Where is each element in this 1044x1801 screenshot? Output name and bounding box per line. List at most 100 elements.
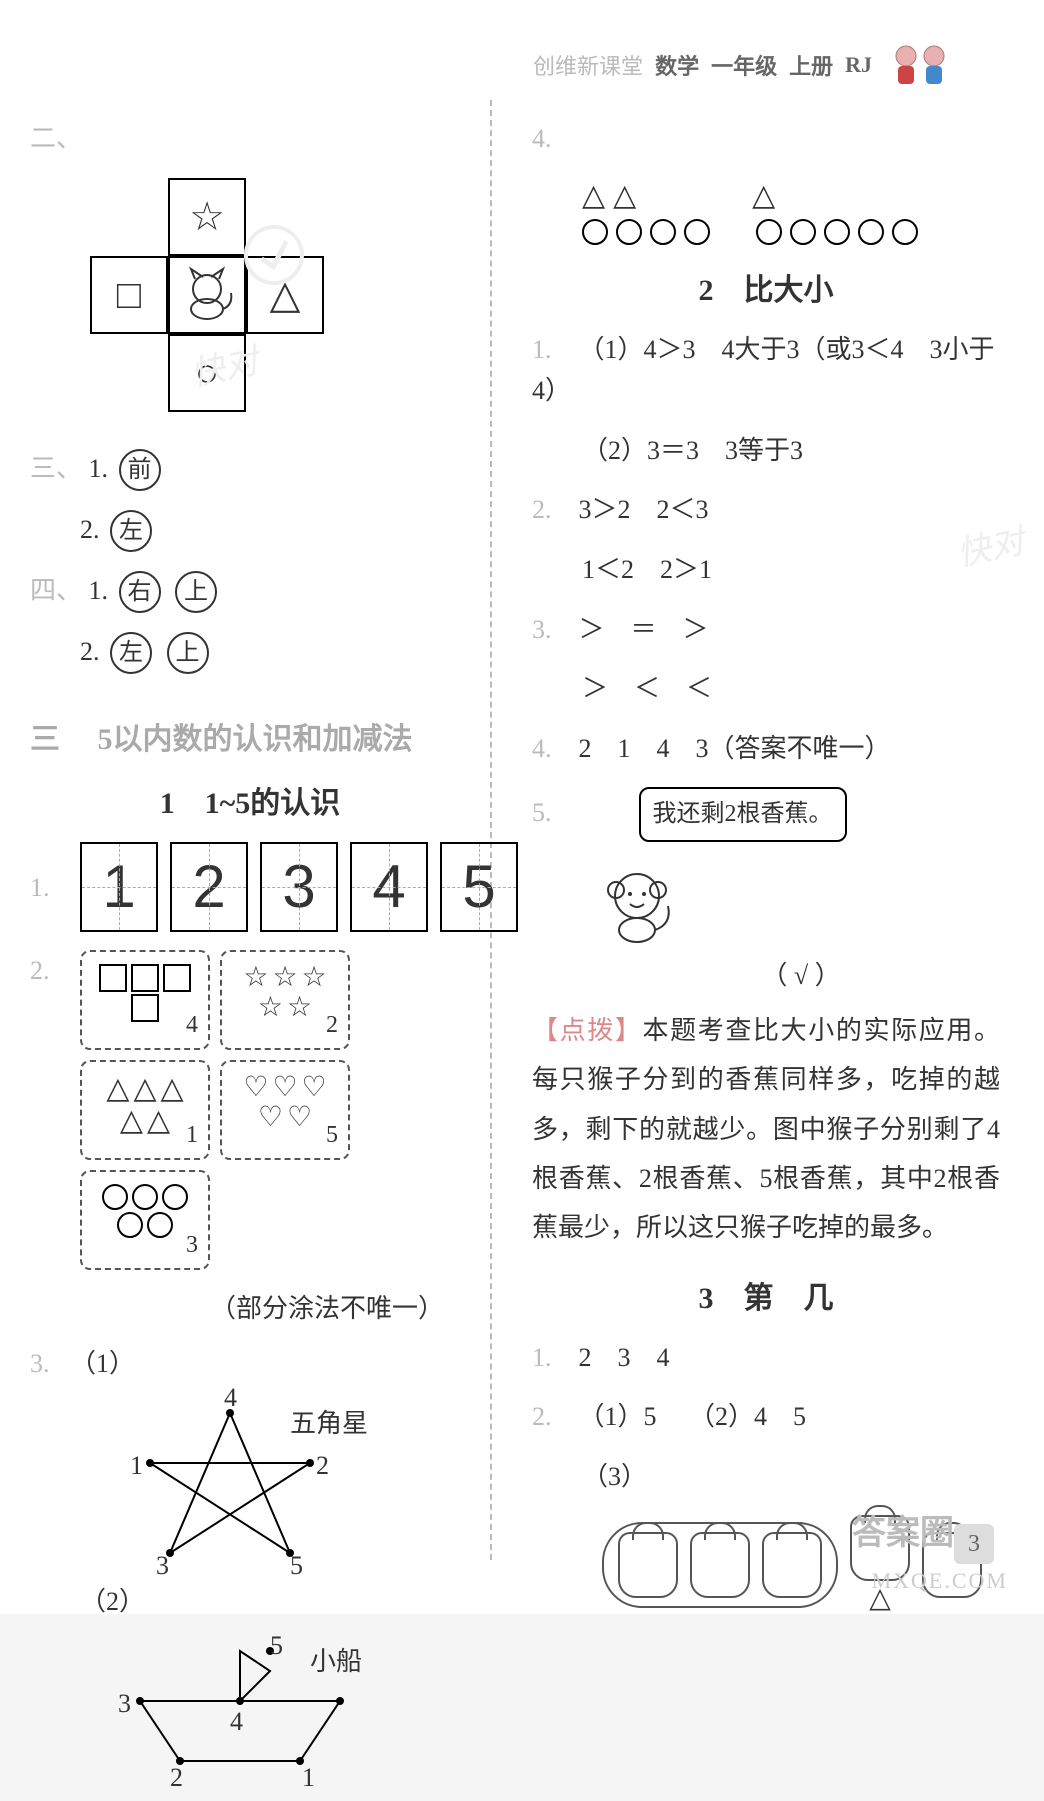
speech-bubble: 我还剩2根香蕉。 <box>639 787 847 841</box>
q4-2-a: 左 <box>110 632 152 674</box>
s2-q2n: 2. <box>532 489 572 531</box>
hearts-box: ♡♡♡ ♡♡ 5 <box>220 1060 350 1160</box>
section3-text: 5以内数的认识和加减法 <box>98 723 413 756</box>
r-q4n: 4. <box>532 118 572 160</box>
s2-q1n: 1. <box>532 329 572 371</box>
q4-row2: 2. 左 上 <box>30 631 470 674</box>
star-p3: 3 <box>156 1551 169 1581</box>
sec2-title: 2 比大小 <box>532 265 1000 309</box>
boat-figure: 5 3 4 2 1 <box>130 1641 330 1801</box>
s2-q1-1: （1）4＞3 4大于3（或3＜4 3小于4） <box>532 335 995 406</box>
footer-url: MXQE.COM <box>872 1568 1008 1594</box>
triangles-count: 1 <box>186 1116 198 1154</box>
r-q4: 4. <box>532 118 1000 160</box>
s3-q1: 1. 2 3 4 <box>532 1337 1000 1379</box>
s2-q3-l2: ＞ ＜ ＜ <box>532 668 1000 710</box>
page: 创维新课堂 数学 一年级 上册 RJ 二、 ☆ □ <box>0 0 1044 1614</box>
hint-paragraph: 【点拨】本题考查比大小的实际应用。每只猴子分到的香蕉同样多，吃掉的越多，剩下的就… <box>532 1006 1000 1253</box>
digit-2: 2 <box>170 842 248 932</box>
section3-title: 三 5以内数的认识和加减法 <box>30 714 470 758</box>
bag-group <box>602 1522 838 1608</box>
bag-1 <box>618 1532 678 1598</box>
squares-count: 4 <box>186 1006 198 1044</box>
hint-text: 本题考查比大小的实际应用。每只猴子分到的香蕉同样多，吃掉的越多，剩下的就越少。图… <box>532 1016 1000 1243</box>
sec3-title: 3 第 几 <box>532 1273 1000 1317</box>
s2-q5n: 5. <box>532 792 572 834</box>
check-mark: （ √ ） <box>602 955 1000 992</box>
star-p5: 5 <box>290 1551 303 1581</box>
sub1-title: 1 1~5的认识 <box>30 778 470 822</box>
header-subject: 数学 <box>655 49 699 81</box>
digits-row: 1 2 3 4 5 <box>80 842 518 932</box>
q4-2-num: 2. <box>80 637 100 666</box>
bag-2 <box>690 1532 750 1598</box>
s2-q3: 3. ＞ ＝ ＞ <box>532 609 1000 651</box>
boat-container: 小船 5 3 4 2 1 <box>30 1641 470 1801</box>
q4-row1: 四、 1. 右 上 <box>30 570 470 613</box>
hearts-count: 5 <box>326 1116 338 1154</box>
s3-q2-1: （1）5 <box>579 1402 657 1431</box>
header-volume: 上册 <box>789 49 833 81</box>
triangles-box: △△△ △△ 1 <box>80 1060 210 1160</box>
q3n: 3. <box>30 1343 70 1385</box>
page-header: 创维新课堂 数学 一年级 上册 RJ <box>533 40 964 90</box>
cross-center <box>168 256 246 334</box>
star-figure: 4 1 2 3 5 <box>130 1403 330 1563</box>
q4-1-a: 右 <box>119 571 161 613</box>
s3-q2-2: （2）4 5 <box>689 1402 806 1431</box>
stars-count: 2 <box>326 1006 338 1044</box>
digit-1: 1 <box>80 842 158 932</box>
q3-row1: 三、 1. 前 <box>30 448 470 491</box>
s2-q5: 5. 我还剩2根香蕉。 <box>532 787 1000 841</box>
q1-num: 1. <box>30 867 70 909</box>
hint-label: 【点拨】 <box>532 1016 643 1045</box>
r-shapes-tri: △△ △ <box>582 178 1000 213</box>
q3-1-num: 1. <box>89 454 109 483</box>
boat-p5: 5 <box>270 1631 283 1661</box>
q3-row2: 2. 左 <box>30 509 470 552</box>
q2-label: 二、 <box>30 118 82 160</box>
q4-1-b: 上 <box>175 571 217 613</box>
s3-q2n: 2. <box>532 1396 572 1438</box>
q3-label: 三、 <box>30 448 82 490</box>
q3-figures: 3. （1） <box>30 1343 470 1385</box>
header-edition: RJ <box>845 52 872 78</box>
s3-q1-text: 2 3 4 <box>579 1343 670 1372</box>
boat-p1: 1 <box>302 1763 315 1793</box>
q2n: 2. <box>30 950 70 1270</box>
cat-icon <box>177 265 237 325</box>
left-column: 二、 ☆ □ △ ○ 三、 <box>30 100 490 1560</box>
s2-q4: 4. 2 1 4 3（答案不唯一） <box>532 728 1000 770</box>
header-brand: 创维新课堂 <box>533 49 643 81</box>
s2-q2-l2: 1＜2 2＞1 <box>532 549 1000 591</box>
q4-label: 四、 <box>30 570 82 612</box>
s2-q2: 2. 3＞2 2＜3 <box>532 489 1000 531</box>
circles-count: 3 <box>186 1226 198 1264</box>
monkey-icon <box>592 860 682 950</box>
digits-question: 1. 1 2 3 4 5 <box>30 842 470 932</box>
s2-q1-2: （2）3＝3 3等于3 <box>532 430 1000 472</box>
boat-p2: 2 <box>170 1763 183 1793</box>
right-column: 4. △△ △ 2 比大小 1. （1）4＞3 4大于3（或3＜4 3小于4） … <box>490 100 1000 1560</box>
page-number: 3 <box>954 1524 994 1564</box>
q2-label-row: 二、 <box>30 118 470 160</box>
s2-q1: 1. （1）4＞3 4大于3（或3＜4 3小于4） <box>532 329 1000 412</box>
q3-2-ans: 左 <box>110 510 152 552</box>
monkey-block: （ √ ） <box>592 860 1000 992</box>
footer-badge: 答案圈 <box>852 1505 954 1554</box>
star-p1: 1 <box>130 1451 143 1481</box>
r-shapes-cir <box>582 219 1000 245</box>
partial-note: （部分涂法不唯一） <box>210 1288 470 1325</box>
s3-q1n: 1. <box>532 1337 572 1379</box>
q3-2: （2） <box>30 1581 470 1623</box>
star-p4: 4 <box>224 1383 237 1413</box>
digit-3: 3 <box>260 842 338 932</box>
cross-top: ☆ <box>168 178 246 256</box>
squares-box: 4 <box>80 950 210 1050</box>
q3-1: （1） <box>70 1343 135 1385</box>
s2-q4-text: 2 1 4 3（答案不唯一） <box>579 734 891 763</box>
circles-box: 3 <box>80 1170 210 1270</box>
q4-1-num: 1. <box>89 576 109 605</box>
s2-q3n: 3. <box>532 609 572 651</box>
shapes-question: 2. 4 ☆☆☆ ☆☆ 2 △△△ △△ 1 <box>30 950 470 1270</box>
